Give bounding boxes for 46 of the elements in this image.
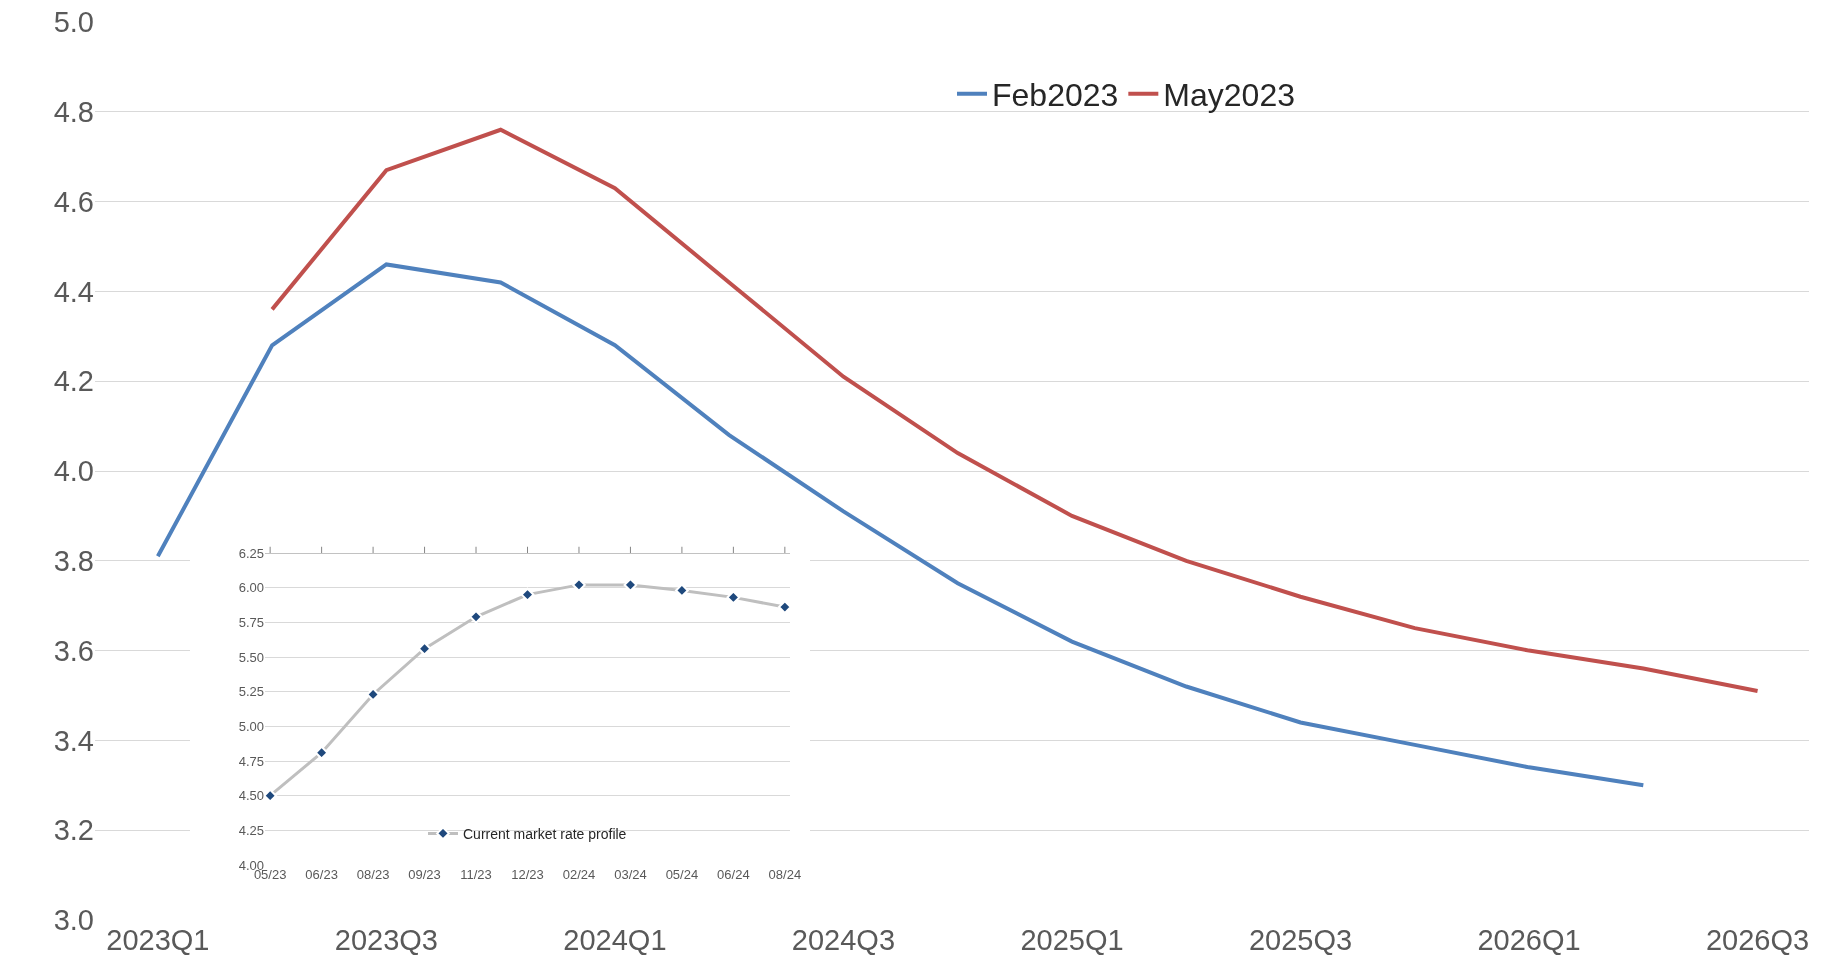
x-tick-label: 2026Q3 [1705, 924, 1810, 956]
legend-label: Feb2023 [992, 77, 1119, 114]
y-tick-label: 6.00 [238, 580, 264, 596]
point [778, 600, 792, 614]
y-tick-label: 5.75 [238, 614, 264, 630]
x-tick-label: 02/24 [562, 867, 596, 882]
x-tick-label: 06/24 [717, 867, 750, 882]
x-tick-label: 12/23 [511, 867, 544, 882]
x-tick-label: 05/24 [665, 867, 699, 882]
x-tick-label: 03/24 [614, 867, 647, 882]
x-tick-label: 11/23 [460, 867, 492, 882]
line-series [155, 262, 1646, 788]
x-tick-label: 06/23 [305, 867, 338, 882]
x-tick-label: 09/23 [408, 867, 441, 882]
y-tick-label: 3.8 [53, 544, 94, 577]
y-tick-label: 4.2 [53, 365, 94, 398]
y-tick-label: 3.2 [53, 814, 94, 847]
point [623, 578, 638, 592]
y-tick-label: 4.4 [53, 275, 94, 308]
y-tick-label: 4.50 [238, 788, 264, 804]
y-tick-label: 5.00 [238, 718, 264, 734]
x-tick-label: 2025Q1 [1020, 924, 1124, 956]
y-tick-label: 4.6 [53, 185, 94, 218]
y-tick-label: 4.25 [238, 822, 264, 838]
y-tick-label: 6.25 [238, 545, 264, 561]
x-tick-label: 2023Q3 [334, 924, 438, 956]
x-tick-label: 2024Q1 [563, 924, 667, 956]
legend-label: Current market rate profile [463, 825, 627, 842]
y-tick-label: 4.0 [53, 455, 94, 488]
y-tick-label: 5.25 [238, 684, 264, 700]
y-tick-label: 4.75 [238, 753, 264, 769]
x-tick-label: 2026Q1 [1477, 924, 1581, 956]
y-tick-label: 3.4 [53, 724, 94, 757]
y-tick-label: 5.50 [238, 649, 264, 665]
x-tick-label: 08/24 [768, 867, 802, 882]
point [572, 578, 586, 592]
legend-label: May2023 [1163, 77, 1295, 114]
y-tick-label: 3.0 [53, 904, 94, 937]
x-tick-label: 08/23 [356, 867, 390, 882]
line-series [270, 127, 1760, 694]
x-tick-label: 2023Q1 [106, 924, 210, 956]
y-tick-label: 3.6 [53, 634, 94, 667]
y-tick-label: 5.0 [53, 6, 94, 39]
x-tick-label: 2024Q3 [791, 924, 896, 956]
y-tick-label: 4.8 [53, 95, 94, 128]
x-tick-label: 2025Q3 [1248, 924, 1353, 956]
